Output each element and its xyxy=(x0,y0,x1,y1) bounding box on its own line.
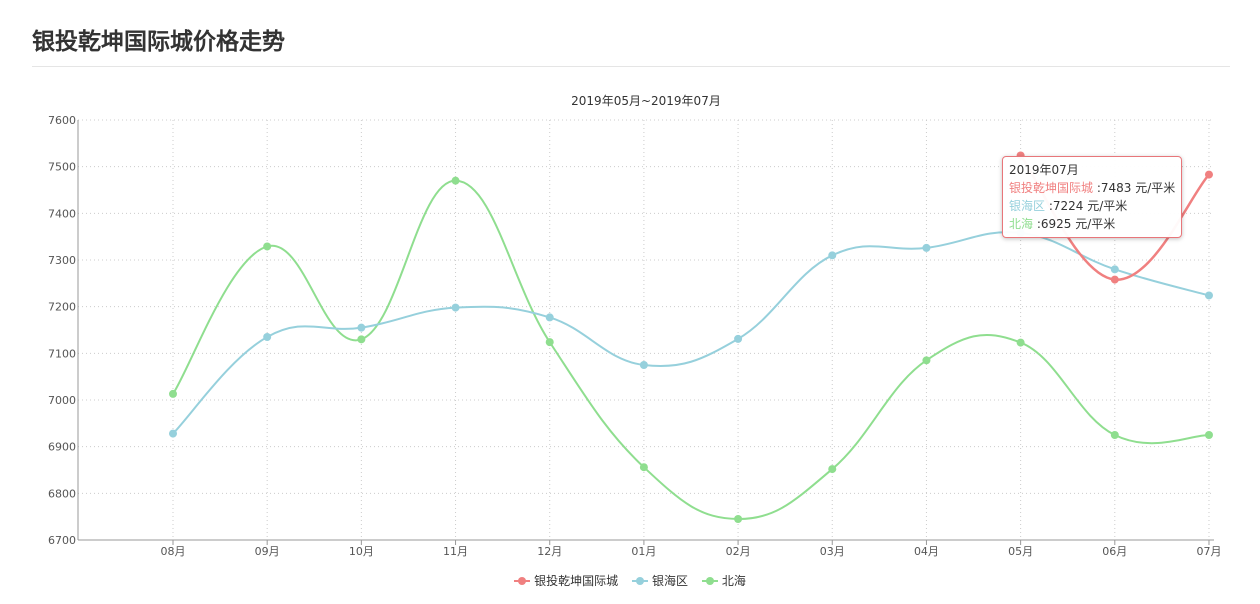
data-point xyxy=(1110,431,1119,439)
legend-label: 银海区 xyxy=(651,574,688,588)
y-tick-label: 7300 xyxy=(48,254,76,267)
tooltip-series-name: 银投乾坤国际城 xyxy=(1009,181,1094,195)
series-line xyxy=(172,231,1210,435)
data-point xyxy=(1016,338,1025,347)
data-point xyxy=(451,176,460,185)
data-point xyxy=(1110,265,1119,274)
x-tick-label: 12月 xyxy=(537,545,562,558)
data-point xyxy=(451,303,460,312)
tooltip-series-value: 7224 元/平米 xyxy=(1052,199,1128,213)
y-tick-label: 7000 xyxy=(48,394,76,407)
data-point xyxy=(1110,275,1119,284)
x-tick-label: 02月 xyxy=(726,545,751,558)
y-tick-label: 6900 xyxy=(48,441,76,454)
x-tick-label: 04月 xyxy=(914,545,939,558)
data-point xyxy=(1204,291,1213,300)
legend-item-yinhai[interactable]: 银海区 xyxy=(631,572,688,589)
legend-label: 北海 xyxy=(721,574,746,588)
legend-marker-icon xyxy=(701,576,718,586)
y-tick-label: 6800 xyxy=(48,487,76,500)
data-point xyxy=(357,323,366,332)
y-tick-label: 7500 xyxy=(48,161,76,174)
tooltip-series-name: 银海区 xyxy=(1009,199,1046,213)
x-tick-label: 10月 xyxy=(349,545,374,558)
title-divider xyxy=(32,66,1230,67)
data-point xyxy=(734,515,743,523)
tooltip-row: 北海 :6925 元/平米 xyxy=(1009,217,1116,231)
data-point xyxy=(169,389,177,398)
tooltip-series-value: 7483 元/平米 xyxy=(1100,181,1176,195)
data-point xyxy=(545,313,554,322)
x-tick-label: 01月 xyxy=(631,545,656,558)
tooltip-series-value: 6925 元/平米 xyxy=(1040,217,1116,231)
data-point xyxy=(734,334,743,343)
y-tick-label: 6700 xyxy=(48,534,76,547)
legend-item-yintou[interactable]: 银投乾坤国际城 xyxy=(514,572,618,589)
page-title: 银投乾坤国际城价格走势 xyxy=(32,29,285,55)
data-point xyxy=(828,465,837,474)
x-tick-label: 03月 xyxy=(820,545,845,558)
data-point xyxy=(922,356,931,365)
data-point xyxy=(357,335,366,344)
y-tick-label: 7200 xyxy=(48,301,76,314)
data-point xyxy=(1204,431,1213,439)
y-tick-label: 7100 xyxy=(48,347,76,360)
data-point xyxy=(639,463,648,472)
legend-marker-icon xyxy=(631,576,648,586)
data-point xyxy=(263,242,272,251)
data-point xyxy=(169,429,177,438)
x-tick-label: 09月 xyxy=(255,545,280,558)
chart-subtitle: 2019年05月~2019年07月 xyxy=(571,94,721,108)
legend-label: 银投乾坤国际城 xyxy=(534,574,619,588)
data-point xyxy=(263,333,272,341)
x-tick-label: 06月 xyxy=(1102,545,1127,558)
x-tick-label: 05月 xyxy=(1008,545,1033,558)
data-point xyxy=(1204,170,1213,179)
tooltip-row: 银投乾坤国际城 :7483 元/平米 xyxy=(1009,181,1176,195)
legend-marker-icon xyxy=(514,576,531,586)
data-point xyxy=(545,338,554,347)
x-tick-label: 07月 xyxy=(1196,545,1221,558)
chart-legend: 银投乾坤国际城 银海区 北海 xyxy=(0,572,1260,589)
legend-item-beihai[interactable]: 北海 xyxy=(701,572,746,589)
data-point xyxy=(639,361,648,369)
tooltip-row: 银海区 :7224 元/平米 xyxy=(1009,199,1128,213)
x-tick-label: 08月 xyxy=(161,545,186,558)
tooltip-title: 2019年07月 xyxy=(1009,163,1079,177)
chart-tooltip: 2019年07月 银投乾坤国际城 :7483 元/平米 银海区 :7224 元/… xyxy=(1002,156,1182,238)
tooltip-series-name: 北海 xyxy=(1009,217,1034,231)
data-point xyxy=(922,243,931,252)
y-tick-label: 7400 xyxy=(48,207,76,220)
x-tick-label: 11月 xyxy=(443,545,468,558)
data-point xyxy=(828,251,837,260)
y-tick-label: 7600 xyxy=(48,114,76,127)
